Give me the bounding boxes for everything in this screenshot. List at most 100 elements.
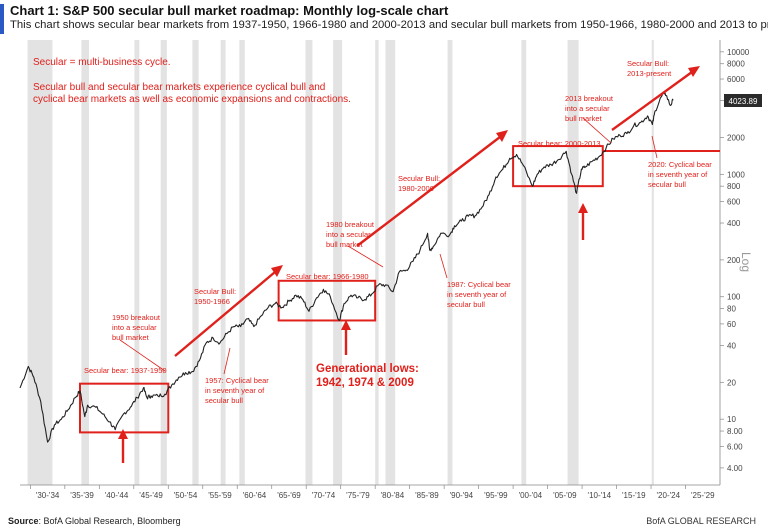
- last-value-bg: [724, 94, 762, 107]
- annotations: Secular = multi-business cycle. Secular …: [33, 57, 712, 405]
- x-tick-label: '20-'24: [657, 491, 681, 500]
- recession-shading: [27, 40, 654, 485]
- y-tick-label: 40: [727, 341, 736, 350]
- trend-arrow-1950: [174, 271, 276, 357]
- label-1987-bear: secular bull: [447, 300, 485, 309]
- label-2013-breakout: 2013 breakout: [565, 94, 614, 103]
- recession-band: [651, 40, 654, 485]
- secular-bear-box: [512, 145, 604, 188]
- label-2013-breakout: into a secular: [565, 104, 610, 113]
- recession-band: [239, 40, 245, 485]
- leader-line: [119, 339, 166, 372]
- y-tick-label: 1000: [727, 170, 745, 179]
- x-tick-label: '45-'49: [139, 491, 163, 500]
- label-2020-bear: in seventh year of: [648, 170, 708, 179]
- label-2013-breakout: bull market: [565, 114, 603, 123]
- x-tick-label: '35-'39: [70, 491, 94, 500]
- leader-line: [223, 347, 231, 375]
- y-tick-label: 8000: [727, 60, 745, 69]
- secular-bear-box: [277, 279, 377, 322]
- y-tick-label: 800: [727, 182, 741, 191]
- y-tick-label: 200: [727, 256, 741, 265]
- label-1980-breakout: into a secular: [326, 230, 371, 239]
- y-axis-label: Log: [739, 252, 753, 272]
- arrowhead: [271, 265, 283, 277]
- sp500-price-line: [19, 91, 674, 443]
- brand-footer: BofA GLOBAL RESEARCH: [646, 516, 756, 526]
- chart-subtitle: This chart shows secular bear markets fr…: [10, 19, 768, 31]
- leader-line: [582, 117, 612, 144]
- x-tick-label: '10-'14: [588, 491, 612, 500]
- y-tick-label: 10: [727, 415, 736, 424]
- title-accent-bar: [0, 4, 4, 34]
- recession-band: [333, 40, 343, 485]
- x-tick-label: '95-'99: [484, 491, 508, 500]
- label-secular-bull-2013: Secular Bull:: [627, 59, 669, 68]
- x-tick-label: '50-'54: [174, 491, 198, 500]
- y-tick-label: 6000: [727, 75, 745, 84]
- label-1987-bear: 1987: Cyclical bear: [447, 280, 511, 289]
- note-secular-def: Secular = multi-business cycle.: [33, 57, 171, 68]
- x-tick-label: '90-'94: [450, 491, 474, 500]
- label-1957-bear: 1957: Cyclical bear: [205, 376, 269, 385]
- trend-arrows: [118, 66, 700, 463]
- recession-band: [447, 40, 453, 485]
- y-tick-label: 8.00: [727, 427, 743, 436]
- label-generational-lows-years: 1942, 1974 & 2009: [316, 377, 414, 389]
- arrowhead: [496, 130, 508, 142]
- arrowhead: [688, 66, 700, 77]
- x-tick-label: '55-'59: [208, 491, 232, 500]
- y-tick-label: 20: [727, 378, 736, 387]
- chart-title: Chart 1: S&P 500 secular bull market roa…: [10, 3, 449, 18]
- secular-bear-labels: Secular bear: 1937-1950 Secular bear: 19…: [84, 139, 601, 375]
- x-tick-label: '85-'89: [415, 491, 439, 500]
- recession-band: [375, 40, 379, 485]
- arrowhead: [118, 429, 128, 439]
- note-cycle-line1: Secular bull and secular bear markets ex…: [33, 82, 325, 93]
- note-cycle-line2: cyclical bear markets as well as economi…: [33, 94, 351, 105]
- x-tick-label: '15-'19: [622, 491, 646, 500]
- label-secular-bear-1966: Secular bear: 1966-1980: [286, 272, 369, 281]
- x-tick-label: '75-'79: [346, 491, 370, 500]
- y-tick-label: 2000: [727, 133, 745, 142]
- source-note: Source: BofA Global Research, Bloomberg: [8, 516, 181, 526]
- y-tick-label: 80: [727, 305, 736, 314]
- trend-arrow-2013: [611, 71, 693, 131]
- label-2020-bear: secular bull: [648, 180, 686, 189]
- x-tick-label: '60-'64: [243, 491, 267, 500]
- source-text: : BofA Global Research, Bloomberg: [38, 516, 181, 526]
- label-1950-breakout: into a secular: [112, 323, 157, 332]
- leader-line: [347, 245, 384, 268]
- trend-arrow-1980: [356, 136, 501, 247]
- label-secular-bull-1980: 1980-2000: [398, 184, 434, 193]
- x-tick-label: '40-'44: [105, 491, 129, 500]
- x-tick-label: '05-'09: [553, 491, 577, 500]
- y-tick-label: 4.00: [727, 464, 743, 473]
- last-value-label: 4023.89: [729, 97, 758, 106]
- label-secular-bull-1980: Secular Bull:: [398, 174, 440, 183]
- label-generational-lows: Generational lows:: [316, 363, 419, 375]
- y-tick-label: 6.00: [727, 442, 743, 451]
- label-1950-breakout: bull market: [112, 333, 150, 342]
- y-tick-label: 10000: [727, 48, 750, 57]
- recession-band: [567, 40, 579, 485]
- label-1950-breakout: 1950 breakout: [112, 313, 161, 322]
- label-1957-bear: secular bull: [205, 396, 243, 405]
- secular-bear-boxes: [79, 145, 720, 434]
- x-tick-labels: '30-'34 '35-'39 '40-'44 '45-'49 '50-'54 '55-'…: [29, 485, 715, 500]
- x-tick-label: '25-'29: [691, 491, 715, 500]
- recession-band: [192, 40, 199, 485]
- recession-band: [220, 40, 226, 485]
- x-tick-label: '00-'04: [519, 491, 543, 500]
- label-1987-bear: in seventh year of: [447, 290, 507, 299]
- label-secular-bear-2000: Secular bear: 2000-2013: [518, 139, 601, 148]
- y-tick-label: 100: [727, 293, 741, 302]
- recession-band: [385, 40, 396, 485]
- recession-band: [27, 40, 53, 485]
- x-tick-label: '65-'69: [277, 491, 301, 500]
- label-secular-bull-1950: 1950-1966: [194, 297, 230, 306]
- source-label: Source: [8, 516, 39, 526]
- x-tick-label: '70-'74: [312, 491, 336, 500]
- recession-band: [521, 40, 527, 485]
